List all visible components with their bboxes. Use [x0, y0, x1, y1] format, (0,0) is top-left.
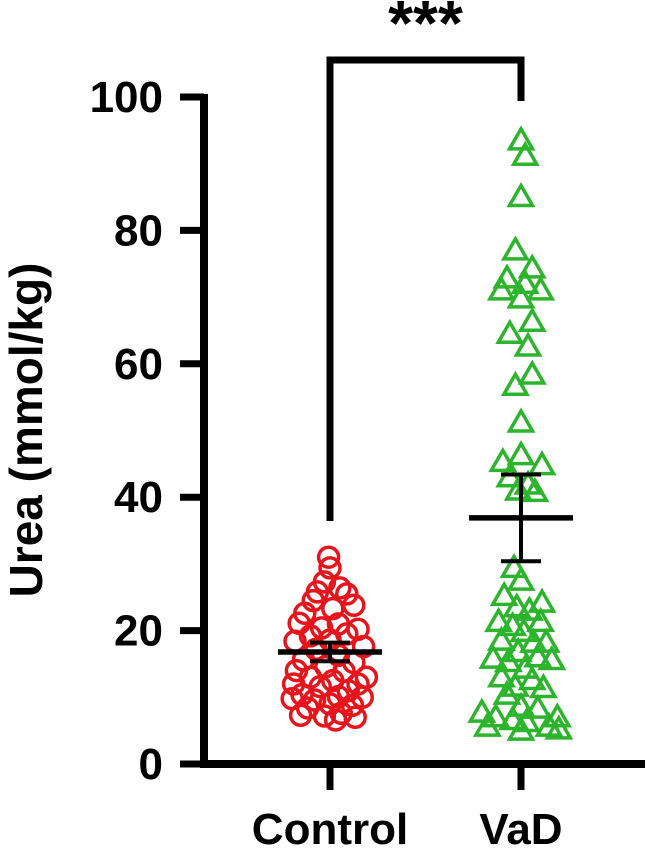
y-axis-title: Urea (mmol/kg) — [0, 263, 52, 598]
vad-point — [486, 275, 516, 301]
vad-point — [527, 450, 557, 476]
vad-point — [523, 642, 553, 668]
significance-bracket — [326, 56, 525, 521]
vad-point — [506, 182, 536, 208]
control-point — [318, 556, 342, 580]
vad-point — [503, 475, 533, 501]
vad-point — [478, 643, 508, 669]
x-axis-ticks: Control VaD — [252, 764, 563, 850]
y-axis-ticks: 0 20 40 60 80 100 — [90, 73, 204, 789]
control-point — [323, 708, 348, 732]
vad-point — [500, 235, 530, 261]
vad-point — [499, 552, 529, 579]
y-tick-label: 100 — [90, 73, 163, 122]
significance-label: *** — [388, 0, 463, 59]
vad-point — [472, 711, 502, 737]
vad-point — [513, 331, 543, 357]
vad-point — [510, 140, 540, 166]
y-tick-label: 80 — [114, 206, 163, 255]
control-point — [316, 545, 341, 569]
vad-point — [506, 283, 536, 309]
vad-point — [537, 644, 567, 671]
vad-point — [498, 704, 528, 731]
vad-point — [523, 693, 553, 719]
vad-point — [506, 715, 536, 741]
vad-point — [486, 625, 516, 651]
vad-point — [526, 275, 556, 301]
vad-point — [489, 580, 519, 607]
vad-point — [493, 646, 523, 673]
vad-point — [542, 702, 572, 728]
vad-point — [492, 679, 522, 705]
data-points — [280, 125, 574, 741]
error-bars — [278, 472, 573, 664]
y-tick-label: 0 — [139, 740, 163, 789]
vad-point — [486, 662, 516, 688]
vad-point — [509, 616, 539, 643]
vad-point — [517, 664, 547, 691]
vad-point — [484, 606, 514, 633]
vad-point — [467, 697, 497, 723]
vad-point — [520, 476, 550, 503]
control-point — [288, 703, 313, 728]
vad-point — [506, 691, 536, 717]
x-category-label: Control — [252, 805, 408, 850]
vad-point — [506, 125, 536, 151]
vad-point — [526, 606, 556, 633]
vad-point — [506, 440, 536, 466]
vad-point — [528, 672, 558, 699]
vad-point — [498, 610, 528, 637]
control-point — [321, 596, 345, 621]
vad-point — [495, 318, 525, 345]
vad-point — [488, 446, 518, 473]
vad-point — [500, 370, 530, 397]
vad-point — [502, 592, 532, 618]
control-point — [343, 705, 367, 730]
x-category-label: VaD — [479, 805, 562, 850]
vad-point — [517, 359, 547, 385]
y-tick-label: 60 — [114, 340, 163, 389]
control-point — [312, 704, 337, 728]
vad-point — [510, 653, 540, 679]
vad-point — [481, 702, 511, 728]
vad-point — [544, 714, 574, 740]
vad-point — [506, 565, 536, 591]
vad-point — [506, 407, 536, 433]
vad-point — [517, 306, 547, 333]
y-tick-label: 20 — [114, 607, 163, 656]
vad-point — [517, 253, 547, 279]
vad-point — [531, 627, 561, 653]
control-point — [329, 701, 353, 726]
vad-point — [514, 595, 544, 621]
control-point — [284, 658, 309, 683]
control-point — [328, 576, 352, 600]
y-tick-label: 40 — [114, 473, 163, 522]
vad-point — [503, 636, 533, 663]
